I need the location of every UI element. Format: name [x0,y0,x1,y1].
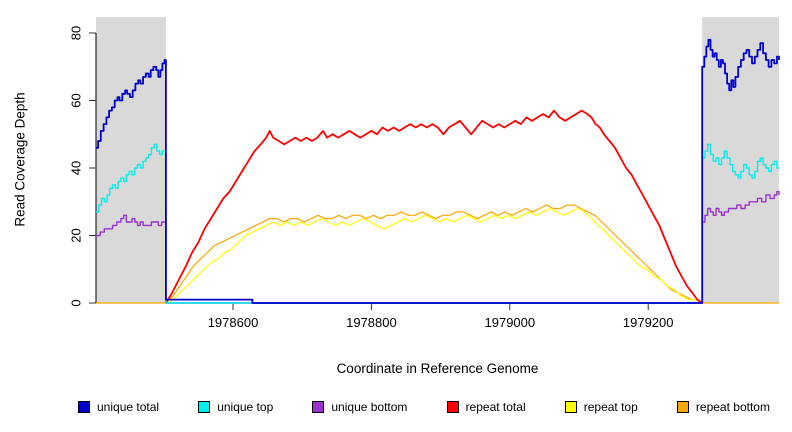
legend-swatch-repeat-bottom [676,401,689,413]
legend-swatch-unique-top [198,401,211,413]
legend-item-unique-bottom: unique bottom [312,400,407,414]
legend-item-repeat-bottom: repeat bottom [676,400,770,414]
series-unique-bottom [96,190,780,304]
legend-label-repeat-total: repeat total [465,400,526,414]
legend-swatch-repeat-top [564,401,577,413]
legend: unique total unique top unique bottom repea… [78,398,770,416]
x-axis-title: Coordinate in Reference Genome [336,361,539,376]
y-tick-label: 0 [69,299,84,306]
legend-label-unique-bottom: unique bottom [331,400,408,414]
series-repeat-total [165,109,703,304]
plot-area: 0 20 40 60 80 1978600 1978800 1979000 1979200 [69,17,780,330]
legend-item-unique-top: unique top [198,400,273,414]
y-tick-label: 80 [69,26,84,40]
legend-swatch-unique-bottom [312,401,325,413]
series-unique-total [96,38,780,304]
x-tick-label: 1979000 [485,315,536,330]
series-unique-top [96,143,779,304]
legend-item-repeat-total: repeat total [446,400,526,414]
y-tick-label: 60 [69,93,84,107]
legend-label-unique-total: unique total [97,400,160,414]
legend-swatch-unique-total [78,401,90,413]
legend-label-repeat-bottom: repeat bottom [695,400,770,414]
legend-item-repeat-top: repeat top [564,400,638,414]
x-tick-label: 1978800 [346,315,397,330]
series-repeat-top [168,207,703,304]
series-repeat-bottom [96,204,779,304]
legend-swatch-repeat-total [446,401,459,413]
shaded-region-left [96,17,166,303]
legend-item-unique-total: unique total [78,400,159,414]
y-tick-label: 40 [69,161,84,175]
legend-label-unique-top: unique top [217,400,274,414]
y-tick-label: 20 [69,228,84,242]
x-tick-label: 1978600 [208,315,259,330]
y-axis-title: Read Coverage Depth [12,92,28,227]
x-tick-label: 1979200 [623,315,674,330]
legend-label-repeat-top: repeat top [583,400,638,414]
